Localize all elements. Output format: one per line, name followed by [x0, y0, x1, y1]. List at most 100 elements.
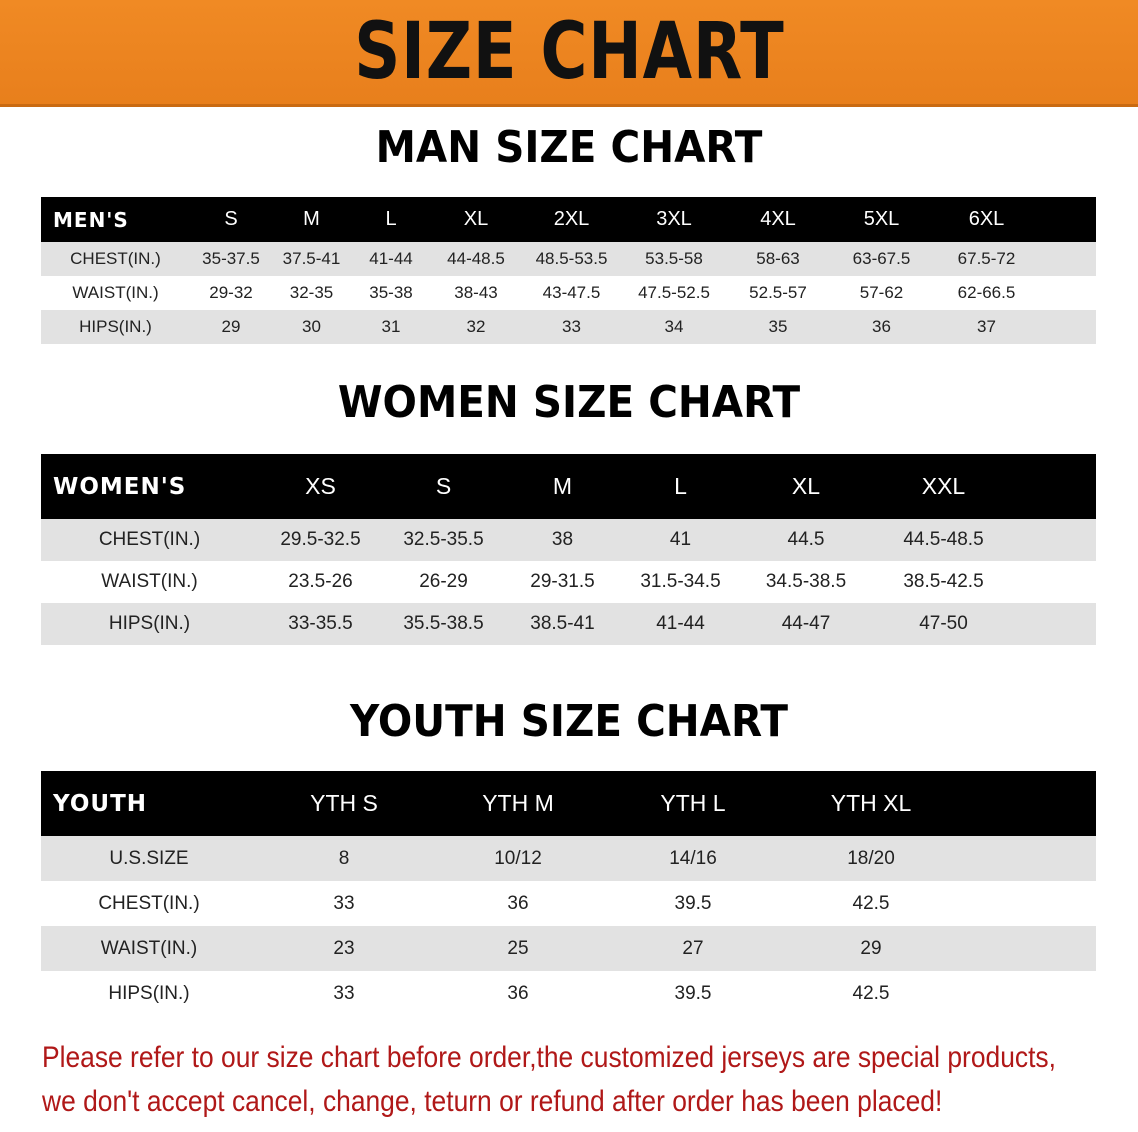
cell-spacer: [1040, 276, 1096, 310]
size-value: 30: [272, 310, 351, 344]
size-value: 26-29: [383, 561, 504, 603]
size-header: YTH S: [257, 771, 431, 836]
size-value: 23.5-26: [258, 561, 383, 603]
table-row: CHEST(IN.) 35-37.5 37.5-41 41-44 44-48.5 48.5…: [41, 242, 1096, 276]
size-value: 35: [726, 310, 830, 344]
size-header: 6XL: [933, 197, 1040, 242]
measurement-label: WAIST(IN.): [41, 276, 190, 310]
size-header: 2XL: [521, 197, 622, 242]
size-value: 27: [605, 926, 781, 971]
size-header: 5XL: [830, 197, 933, 242]
youth-header-label: YOUTH: [41, 771, 257, 836]
size-value: 35.5-38.5: [383, 603, 504, 645]
size-value: 33: [257, 971, 431, 1016]
table-row: CHEST(IN.) 33 36 39.5 42.5: [41, 881, 1096, 926]
cell-spacer: [961, 836, 1096, 881]
size-value: 48.5-53.5: [521, 242, 622, 276]
table-row: U.S.SIZE 8 10/12 14/16 18/20: [41, 836, 1096, 881]
men-header-row: MEN'S S M L XL 2XL 3XL 4XL 5XL 6XL: [41, 197, 1096, 242]
size-value: 29: [190, 310, 272, 344]
size-header: S: [383, 454, 504, 519]
size-value: 29-31.5: [504, 561, 621, 603]
size-value: 33-35.5: [258, 603, 383, 645]
size-value: 34.5-38.5: [740, 561, 872, 603]
cell-spacer: [961, 971, 1096, 1016]
size-value: 23: [257, 926, 431, 971]
size-value: 44-48.5: [431, 242, 521, 276]
women-header-label: WOMEN'S: [41, 454, 258, 519]
size-value: 32.5-35.5: [383, 519, 504, 561]
cell-spacer: [961, 881, 1096, 926]
men-section-title: MAN SIZE CHART: [375, 122, 763, 173]
size-value: 41: [621, 519, 740, 561]
youth-header-row: YOUTH YTH S YTH M YTH L YTH XL: [41, 771, 1096, 836]
cell-spacer: [1040, 242, 1096, 276]
table-row: WAIST(IN.) 23.5-26 26-29 29-31.5 31.5-34.5 34…: [41, 561, 1096, 603]
size-header: YTH M: [431, 771, 605, 836]
size-value: 67.5-72: [933, 242, 1040, 276]
order-notice: Please refer to our size chart before or…: [42, 1036, 1124, 1124]
size-header: M: [504, 454, 621, 519]
size-value: 34: [622, 310, 726, 344]
cell-spacer: [1015, 519, 1096, 561]
size-header: XL: [740, 454, 872, 519]
table-row: HIPS(IN.) 29 30 31 32 33 34 35 36 37: [41, 310, 1096, 344]
size-value: 10/12: [431, 836, 605, 881]
notice-line-2: we don't accept cancel, change, teturn o…: [42, 1085, 943, 1118]
size-header: YTH L: [605, 771, 781, 836]
size-value: 44-47: [740, 603, 872, 645]
size-value: 38-43: [431, 276, 521, 310]
size-value: 44.5: [740, 519, 872, 561]
size-value: 29-32: [190, 276, 272, 310]
size-header: L: [621, 454, 740, 519]
size-value: 31.5-34.5: [621, 561, 740, 603]
size-value: 57-62: [830, 276, 933, 310]
men-header-label: MEN'S: [41, 197, 190, 242]
size-value: 63-67.5: [830, 242, 933, 276]
size-value: 31: [351, 310, 431, 344]
size-value: 33: [257, 881, 431, 926]
size-value: 42.5: [781, 881, 961, 926]
youth-size-table: YOUTH YTH S YTH M YTH L YTH XL U.S.SIZE 8 10/12…: [41, 771, 1096, 1016]
size-header: YTH XL: [781, 771, 961, 836]
page-title: SIZE CHART: [353, 7, 785, 97]
size-value: 35-38: [351, 276, 431, 310]
size-value: 25: [431, 926, 605, 971]
size-value: 32-35: [272, 276, 351, 310]
size-value: 29: [781, 926, 961, 971]
size-header: XS: [258, 454, 383, 519]
size-value: 32: [431, 310, 521, 344]
title-banner: SIZE CHART: [0, 0, 1138, 107]
size-value: 37: [933, 310, 1040, 344]
header-spacer: [961, 771, 1096, 836]
table-row: WAIST(IN.) 29-32 32-35 35-38 38-43 43-47.5 47.…: [41, 276, 1096, 310]
size-value: 36: [830, 310, 933, 344]
size-value: 39.5: [605, 971, 781, 1016]
size-value: 37.5-41: [272, 242, 351, 276]
size-header: L: [351, 197, 431, 242]
size-value: 33: [521, 310, 622, 344]
youth-section-title: YOUTH SIZE CHART: [350, 696, 788, 747]
size-value: 41-44: [351, 242, 431, 276]
measurement-label: U.S.SIZE: [41, 836, 257, 881]
size-value: 38.5-42.5: [872, 561, 1015, 603]
measurement-label: CHEST(IN.): [41, 881, 257, 926]
size-value: 62-66.5: [933, 276, 1040, 310]
size-value: 8: [257, 836, 431, 881]
size-value: 41-44: [621, 603, 740, 645]
size-value: 53.5-58: [622, 242, 726, 276]
cell-spacer: [961, 926, 1096, 971]
men-size-table: MEN'S S M L XL 2XL 3XL 4XL 5XL 6XL CHEST(IN.) 35-37…: [41, 197, 1096, 344]
measurement-label: WAIST(IN.): [41, 926, 257, 971]
measurement-label: WAIST(IN.): [41, 561, 258, 603]
measurement-label: HIPS(IN.): [41, 603, 258, 645]
size-header: XXL: [872, 454, 1015, 519]
header-spacer: [1015, 454, 1096, 519]
table-row: HIPS(IN.) 33 36 39.5 42.5: [41, 971, 1096, 1016]
size-header: 4XL: [726, 197, 830, 242]
size-value: 42.5: [781, 971, 961, 1016]
size-header: 3XL: [622, 197, 726, 242]
size-value: 35-37.5: [190, 242, 272, 276]
size-value: 38: [504, 519, 621, 561]
notice-line-1: Please refer to our size chart before or…: [42, 1041, 1056, 1074]
